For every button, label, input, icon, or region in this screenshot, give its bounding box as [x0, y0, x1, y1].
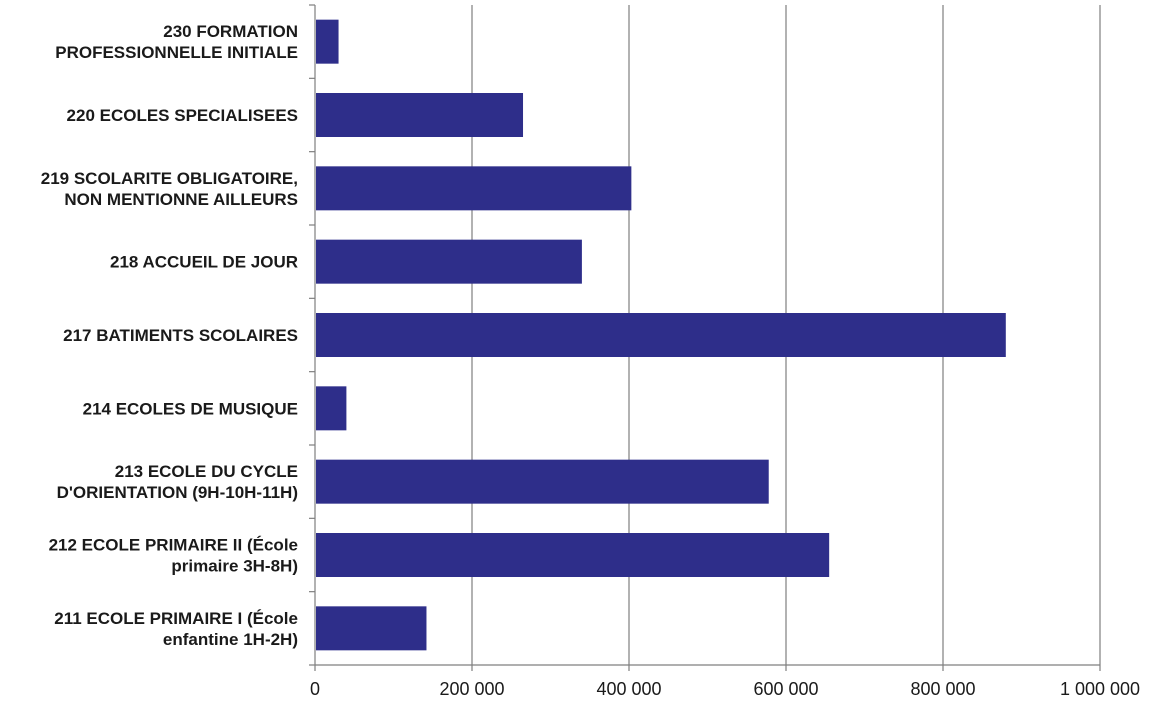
category-label: 220 ECOLES SPECIALISEES — [67, 106, 298, 125]
bar — [316, 93, 524, 137]
x-tick-label: 800 000 — [910, 679, 975, 699]
category-label-line: NON MENTIONNE AILLEURS — [64, 190, 298, 209]
category-label: 214 ECOLES DE MUSIQUE — [83, 399, 298, 418]
bar — [316, 19, 339, 64]
category-label-line: 214 ECOLES DE MUSIQUE — [83, 399, 298, 418]
x-tick-label: 1 000 000 — [1060, 679, 1140, 699]
x-tick-label: 400 000 — [596, 679, 661, 699]
category-label-line: 230 FORMATION — [163, 22, 298, 41]
x-tick-label: 600 000 — [753, 679, 818, 699]
tick-labels: 0 200 000 400 000 600 000 800 000 1 000 000 — [310, 679, 1140, 699]
category-label-line: 211 ECOLE PRIMAIRE I (École — [54, 609, 298, 628]
category-label: 211 ECOLE PRIMAIRE I (École enfantine 1H-… — [54, 609, 298, 649]
axes — [309, 4, 1101, 671]
bar — [316, 166, 632, 211]
bar — [316, 313, 1006, 357]
category-label-line: PROFESSIONNELLE INITIALE — [55, 43, 298, 62]
bars — [316, 19, 1006, 651]
x-tick-label: 200 000 — [439, 679, 504, 699]
category-label: 218 ACCUEIL DE JOUR — [110, 253, 298, 272]
bar — [316, 239, 582, 284]
category-label-line: enfantine 1H-2H) — [163, 630, 298, 649]
bar — [316, 606, 427, 651]
category-label: 230 FORMATION PROFESSIONNELLE INITIALE — [55, 22, 298, 62]
category-label: 219 SCOLARITE OBLIGATOIRE, NON MENTIONNE … — [41, 169, 298, 209]
bar — [316, 386, 347, 431]
bar — [316, 459, 769, 504]
category-label-line: 217 BATIMENTS SCOLAIRES — [63, 326, 298, 345]
category-label: 217 BATIMENTS SCOLAIRES — [63, 326, 298, 345]
category-labels: 230 FORMATION PROFESSIONNELLE INITIALE 220… — [41, 22, 298, 649]
category-label-line: 218 ACCUEIL DE JOUR — [110, 253, 298, 272]
category-label-line: 220 ECOLES SPECIALISEES — [67, 106, 298, 125]
category-label-line: D'ORIENTATION (9H-10H-11H) — [57, 483, 298, 502]
bar — [316, 533, 830, 577]
category-label-line: 219 SCOLARITE OBLIGATOIRE, — [41, 169, 298, 188]
category-label-line: 212 ECOLE PRIMAIRE II (École — [49, 536, 298, 555]
category-label: 213 ECOLE DU CYCLE D'ORIENTATION (9H-10H-… — [57, 462, 298, 502]
x-tick-label: 0 — [310, 679, 320, 699]
category-label: 212 ECOLE PRIMAIRE II (École primaire 3H-… — [49, 536, 298, 576]
category-label-line: 213 ECOLE DU CYCLE — [115, 462, 298, 481]
category-label-line: primaire 3H-8H) — [171, 557, 298, 576]
